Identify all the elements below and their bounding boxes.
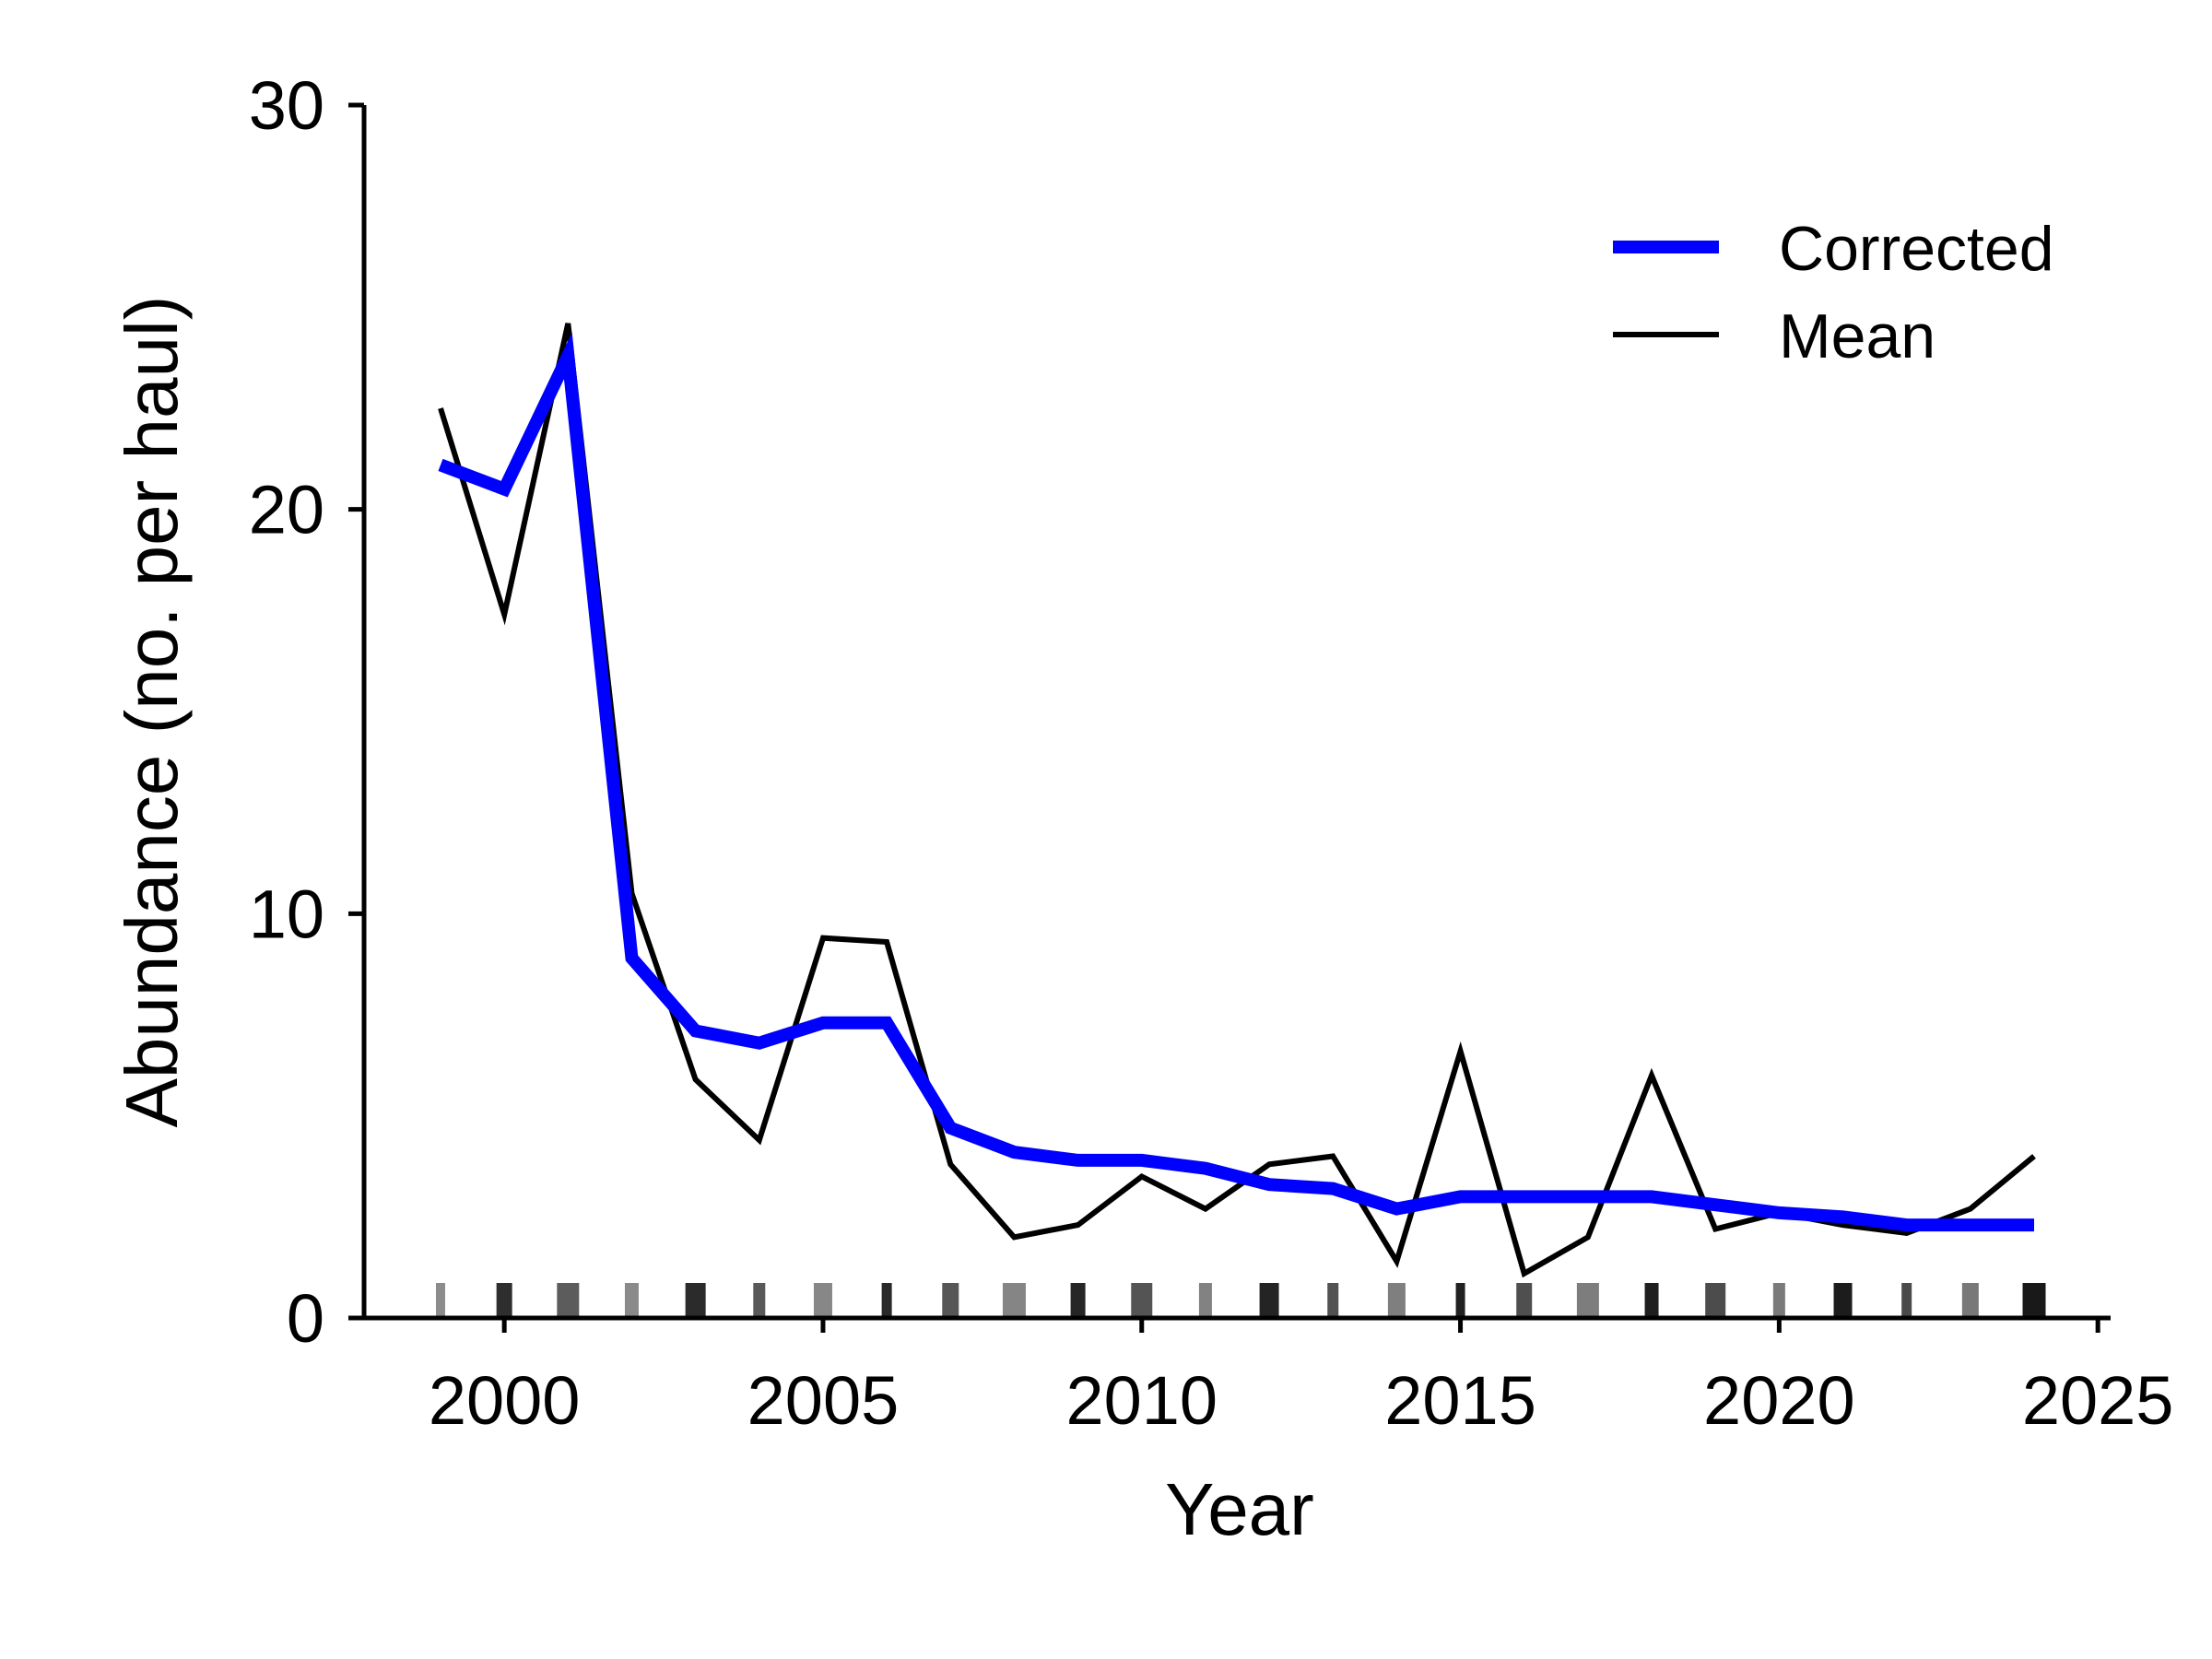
series-lines (438, 323, 2036, 1278)
rug-mark (1198, 1283, 1212, 1318)
legend-label-mean: Mean (1779, 301, 1936, 371)
rug-mark (435, 1283, 445, 1318)
x-tick-label: 2015 (1384, 1362, 1536, 1439)
rug-mark (1070, 1283, 1086, 1318)
x-tick-label: 2005 (747, 1362, 900, 1439)
series-line-corrected (438, 332, 2034, 1232)
rug-mark (1772, 1283, 1785, 1318)
rug-mark (1387, 1283, 1406, 1318)
y-tick-label: 20 (249, 472, 324, 548)
x-tick-label: 2000 (429, 1362, 581, 1439)
rug-mark (881, 1283, 892, 1318)
rug-mark (624, 1283, 639, 1318)
rug-mark (942, 1283, 959, 1318)
rug-mark (1576, 1283, 1599, 1318)
x-tick-label: 2020 (1703, 1362, 1855, 1439)
y-axis-ticks: 0 10 20 30 (249, 67, 364, 1357)
rug-mark (1131, 1283, 1153, 1318)
y-tick-label: 0 (287, 1280, 324, 1357)
rug-mark (813, 1283, 832, 1318)
y-tick-label: 30 (249, 67, 324, 144)
year-rug (435, 1283, 2046, 1318)
rug-mark (557, 1283, 580, 1318)
y-axis-title: Abundance (no. per haul) (111, 296, 193, 1128)
rug-mark (1901, 1283, 1912, 1318)
legend-label-corrected: Corrected (1779, 214, 2054, 284)
rug-mark (753, 1283, 766, 1318)
rug-mark (1961, 1283, 1979, 1318)
rug-mark (1644, 1283, 1659, 1318)
rug-mark (1705, 1283, 1726, 1318)
rug-mark (1516, 1283, 1533, 1318)
x-axis-title: Year (1165, 1468, 1314, 1550)
rug-mark (2022, 1283, 2046, 1318)
rug-mark (1259, 1283, 1279, 1318)
x-tick-label: 2025 (2022, 1362, 2174, 1439)
x-axis-ticks: 2000 2005 2010 2015 2020 2025 (429, 1318, 2174, 1439)
rug-mark (1327, 1283, 1339, 1318)
y-tick-label: 10 (249, 876, 324, 952)
rug-mark (1002, 1283, 1026, 1318)
rug-mark (685, 1283, 706, 1318)
rug-mark (1833, 1283, 1853, 1318)
rug-mark (496, 1283, 512, 1318)
rug-mark (1455, 1283, 1465, 1318)
legend: Corrected Mean (1613, 214, 2054, 371)
x-tick-label: 2010 (1065, 1362, 1218, 1439)
series-line-mean (438, 323, 2036, 1278)
